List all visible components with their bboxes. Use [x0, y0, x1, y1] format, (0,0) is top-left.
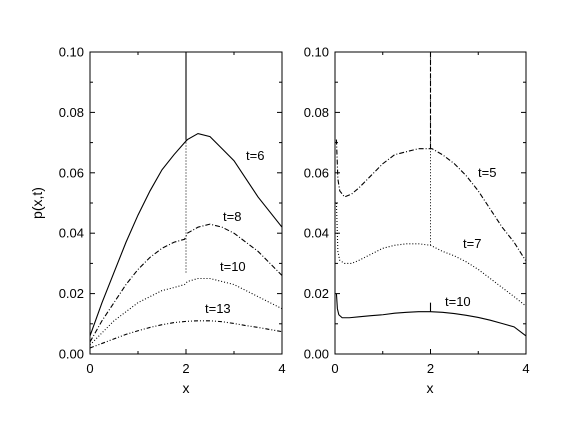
- y-tick-label: 0.08: [304, 105, 329, 120]
- y-tick-label: 0.00: [304, 347, 329, 362]
- left-x-axis-label: x: [183, 380, 190, 396]
- x-tick-label: 4: [522, 361, 529, 376]
- y-tick-label: 0.02: [304, 286, 329, 301]
- x-tick-label: 2: [427, 361, 434, 376]
- right-x-axis-label: x: [427, 380, 434, 396]
- x-tick-label: 0: [86, 361, 93, 376]
- left-curves: [89, 52, 283, 349]
- left-ticks: 0.00 0.02 0.04 0.06 0.08 0.10 0 2 4: [59, 45, 286, 377]
- curve-label-t10-right: t=10: [445, 294, 471, 309]
- series-line-t-13: [89, 320, 283, 349]
- y-tick-label: 0.10: [304, 45, 329, 60]
- curve-label-t13: t=13: [205, 301, 231, 316]
- right-curves: [335, 52, 527, 345]
- series-line-t-7: [335, 202, 526, 307]
- curve-label-t8: t=8: [223, 209, 241, 224]
- curve-label-t7: t=7: [463, 236, 481, 251]
- right-panel: 0.00 0.02 0.04 0.06 0.08 0.10 0 2 4 t=5 t=7 t=10…: [304, 45, 530, 397]
- left-panel: 0.00 0.02 0.04 0.06 0.08 0.10 0 2 4 t=6 t=8 t=10…: [29, 45, 286, 397]
- series-line-t-8: [89, 223, 283, 343]
- series-line-t-5: [335, 139, 526, 261]
- left-y-axis-label: p(x,t): [29, 187, 45, 219]
- y-tick-label: 0.06: [304, 165, 329, 180]
- left-curve-labels: t=6 t=8 t=10 t=13: [205, 148, 264, 316]
- x-tick-label: 4: [278, 361, 285, 376]
- y-tick-label: 0.00: [59, 347, 84, 362]
- x-tick-label: 0: [331, 361, 338, 376]
- y-tick-label: 0.06: [59, 165, 84, 180]
- y-tick-label: 0.04: [59, 226, 84, 241]
- series-line-t-10: [335, 293, 527, 337]
- series-line-t-6: [89, 132, 283, 337]
- x-tick-label: 2: [182, 361, 189, 376]
- y-tick-label: 0.04: [304, 226, 329, 241]
- curve-label-t5: t=5: [478, 165, 496, 180]
- series-line-t-10: [89, 277, 283, 346]
- right-curve-labels: t=5 t=7 t=10: [445, 165, 496, 309]
- right-ticks: 0.00 0.02 0.04 0.06 0.08 0.10 0 2 4: [304, 45, 530, 377]
- y-tick-label: 0.02: [59, 286, 84, 301]
- y-tick-label: 0.10: [59, 45, 84, 60]
- y-tick-label: 0.08: [59, 105, 84, 120]
- curve-label-t6: t=6: [246, 148, 264, 163]
- curve-label-t10: t=10: [220, 259, 246, 274]
